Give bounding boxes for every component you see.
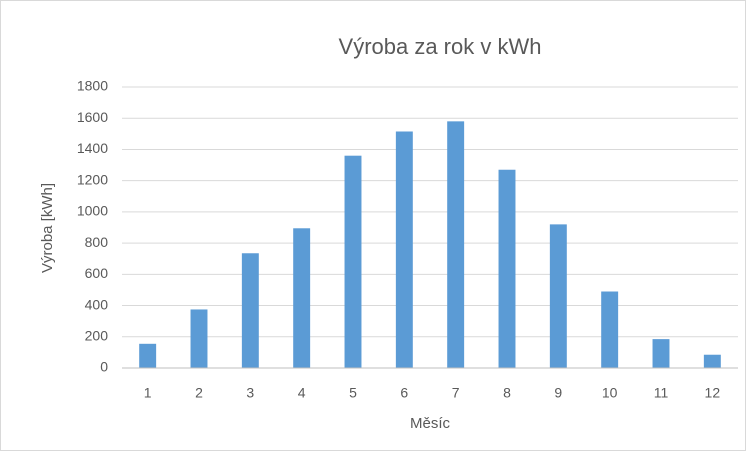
x-tick-label: 7 (452, 385, 460, 401)
x-tick-label: 6 (400, 385, 408, 401)
bar (549, 224, 567, 368)
bar (241, 253, 259, 368)
bar (293, 228, 311, 368)
x-tick-label: 8 (503, 385, 511, 401)
x-tick-label: 2 (195, 385, 203, 401)
x-tick-label: 11 (654, 385, 669, 401)
bar (139, 343, 157, 368)
bar (190, 309, 208, 368)
x-axis-label: Měsíc (410, 415, 451, 432)
bar (601, 291, 619, 368)
x-tick-label: 12 (705, 385, 721, 401)
bar (703, 354, 721, 368)
y-tick-label: 1200 (77, 171, 108, 187)
y-tick-label: 200 (85, 327, 109, 343)
y-tick-label: 1600 (77, 109, 108, 125)
y-tick-label: 800 (85, 234, 109, 250)
x-tick-label: 10 (602, 385, 618, 401)
bar (447, 121, 465, 368)
bar (395, 131, 413, 368)
y-tick-label: 1400 (77, 140, 108, 156)
x-tick-label: 9 (554, 385, 562, 401)
x-tick-label: 3 (246, 385, 254, 401)
bar (344, 155, 362, 368)
y-tick-label: 1800 (77, 78, 108, 94)
x-tick-label: 4 (298, 385, 306, 401)
chart-title: Výroba za rok v kWh (339, 34, 542, 59)
bar (652, 339, 670, 368)
y-tick-label: 1000 (77, 203, 108, 219)
y-tick-label: 0 (100, 359, 108, 375)
x-tick-label: 1 (144, 385, 152, 401)
y-tick-label: 400 (85, 296, 109, 312)
y-axis-label: Výroba [kWh] (39, 183, 56, 273)
x-tick-label: 5 (349, 385, 357, 401)
y-tick-label: 600 (85, 265, 109, 281)
bar (498, 169, 516, 368)
